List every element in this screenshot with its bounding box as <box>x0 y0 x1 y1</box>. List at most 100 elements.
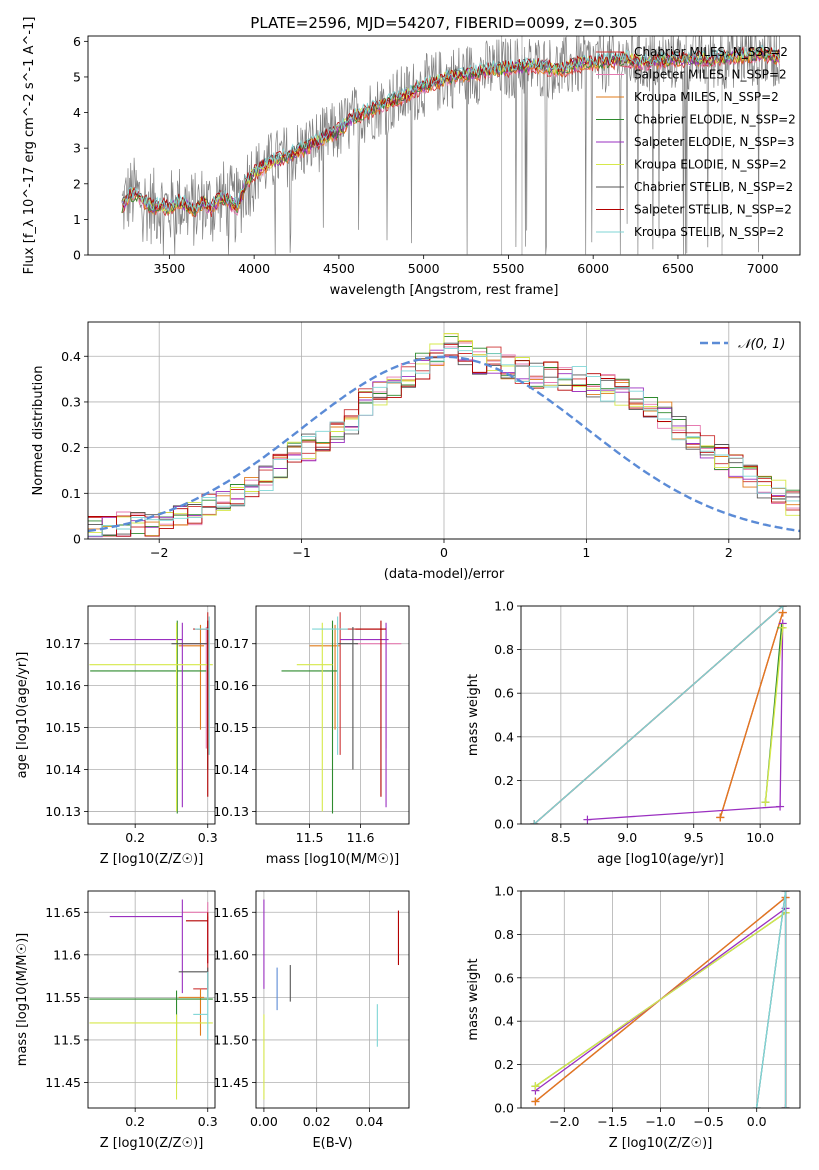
residuals-y-tick-label: 0 <box>73 532 81 547</box>
mass-vs-Z-y-tick-label: 11.5 <box>53 1032 81 1047</box>
weight-vs-age-y-tick-label: 0.4 <box>494 729 514 744</box>
mass-vs-Z-panel: 0.2 0.3 11.45 11.5 11.55 11.6 11.65 Z [log10(Z/… <box>15 890 218 1151</box>
spectrum-y-tick-label: 1 <box>73 212 81 227</box>
weight-vs-Z-plot-area <box>531 891 790 1108</box>
weight-vs-Z-axes-frame <box>520 890 801 1109</box>
residuals-x-tick-label: 2 <box>725 545 733 560</box>
residuals-x-tick-label: −1 <box>292 545 310 560</box>
weight-vs-age-plot-area <box>530 606 787 824</box>
age-vs-mass-y-tick-label: 10.14 <box>213 762 249 777</box>
weight-vs-age-marker-salpeter-elodie <box>776 802 785 811</box>
weight-vs-age-line-kroupa-miles <box>719 612 784 818</box>
weight-vs-age-x-tick-label: 9.0 <box>617 830 637 845</box>
age-vs-Z-plot-area <box>89 612 213 814</box>
age-vs-Z-y-tick-label: 10.16 <box>45 678 81 693</box>
weight-vs-age-y-tick-label: 0.2 <box>494 773 514 788</box>
age-vs-mass-x-axis-label: mass [log10(M/M☉)] <box>266 852 399 867</box>
weight-vs-age-y-axis-label: mass weight <box>466 674 481 756</box>
age-vs-mass-y-tick-label: 10.16 <box>213 678 249 693</box>
weight-vs-Z-marker-kroupa-stelib <box>752 1104 761 1108</box>
age-vs-Z-axes-frame <box>87 605 216 825</box>
weight-vs-Z-y-tick-label: 1.0 <box>494 884 514 899</box>
legend-label-kroupa-stelib: Kroupa STELIB, N_SSP=2 <box>634 225 784 239</box>
spectrum-y-tick-label: 3 <box>73 141 81 156</box>
age-vs-Z-panel: 0.2 0.3 10.13 10.14 10.15 10.16 10.17 Z [log10(… <box>15 605 218 867</box>
mass-vs-EBV-y-tick-label: 11.60 <box>213 947 249 962</box>
mass-vs-EBV-x-tick-label: 0.02 <box>303 1114 331 1129</box>
weight-vs-age-axes-frame <box>520 605 801 825</box>
weight-vs-age-line-kroupa-stelib <box>533 606 784 824</box>
mass-vs-Z-y-tick-label: 11.6 <box>53 947 81 962</box>
figure-title: PLATE=2596, MJD=54207, FIBERID=0099, z=0… <box>250 14 637 32</box>
residuals-y-tick-label: 0.4 <box>61 349 81 364</box>
spectrum-x-tick-label: 3500 <box>153 261 185 276</box>
spectrum-x-tick-label: 5500 <box>493 261 525 276</box>
weight-vs-age-y-tick-label: 0.8 <box>494 642 514 657</box>
age-vs-mass-y-tick-label: 10.15 <box>213 720 249 735</box>
weight-vs-Z-y-tick-label: 0.4 <box>494 1014 514 1029</box>
residuals-x-axis-label: (data-model)/error <box>384 567 505 582</box>
weight-vs-age-line-salpeter-elodie <box>587 623 784 821</box>
mass-vs-EBV-y-tick-label: 11.65 <box>213 905 249 920</box>
weight-vs-Z-y-axis-label: mass weight <box>466 958 481 1040</box>
spectrum-data-line <box>121 36 780 255</box>
weight-vs-age-x-tick-label: 10.0 <box>746 830 774 845</box>
mass-vs-EBV-axes-frame <box>255 890 410 1109</box>
weight-vs-Z-x-tick-label: −0.5 <box>693 1114 723 1129</box>
histogram-kroupa-stelib <box>88 348 800 539</box>
residuals-y-tick-label: 0.1 <box>61 486 81 501</box>
age-vs-mass-plot-area <box>281 612 402 814</box>
mass-vs-EBV-panel: 0.00 0.02 0.04 11.45 11.50 11.55 11.60 11.65 E(B… <box>213 890 410 1151</box>
weight-vs-age-marker-kroupa-elodie <box>778 623 787 632</box>
mass-vs-Z-y-tick-label: 11.65 <box>45 905 81 920</box>
spectrum-axes-frame <box>87 35 801 256</box>
weight-vs-age-y-tick-label: 1.0 <box>494 599 514 614</box>
weight-vs-Z-y-tick-label: 0.8 <box>494 927 514 942</box>
spectrum-x-axis-label: wavelength [Angstrom, rest frame] <box>330 283 559 298</box>
age-vs-Z-y-tick-label: 10.13 <box>45 804 81 819</box>
mass-vs-Z-x-tick-label: 0.3 <box>198 1114 218 1129</box>
residuals-x-tick-label: 0 <box>440 545 448 560</box>
residuals-axes-frame <box>87 321 801 540</box>
residuals-y-axis-label: Normed distribution <box>31 366 46 496</box>
mass-vs-EBV-x-axis-label: E(B-V) <box>312 1136 352 1151</box>
residuals-plot-area <box>88 333 800 539</box>
spectrum-y-tick-label: 6 <box>73 34 81 49</box>
spectrum-y-tick-label: 4 <box>73 105 81 120</box>
age-vs-Z-y-tick-label: 10.15 <box>45 720 81 735</box>
age-vs-Z-x-tick-label: 0.3 <box>198 830 218 845</box>
residuals-x-tick-label: 1 <box>582 545 590 560</box>
weight-vs-Z-marker-kroupa-stelib <box>781 1104 790 1108</box>
spectrum-model-kroupa-stelib <box>121 44 780 213</box>
weight-vs-Z-y-tick-label: 0.0 <box>494 1101 514 1116</box>
age-vs-Z-x-axis-label: Z [log10(Z/Z☉)] <box>100 852 204 867</box>
age-vs-Z-y-tick-label: 10.17 <box>45 636 81 651</box>
age-vs-Z-y-tick-label: 10.14 <box>45 762 81 777</box>
mass-vs-Z-y-tick-label: 11.45 <box>45 1075 81 1090</box>
weight-vs-Z-x-axis-label: Z [log10(Z/Z☉)] <box>609 1136 713 1151</box>
spectrum-panel: 3500 4000 4500 5000 5500 6000 6500 7000 0 1 2 3 4 5 6 C… <box>22 17 801 298</box>
mass-vs-EBV-x-tick-label: 0.00 <box>250 1114 278 1129</box>
mass-vs-EBV-plot-area <box>263 899 399 1100</box>
legend-label-gaussian: 𝒩(0, 1) <box>738 337 785 352</box>
weight-vs-age-line-kroupa-elodie <box>764 627 784 803</box>
weight-vs-Z-line-kroupa-stelib <box>756 891 787 1108</box>
age-vs-mass-panel: 11.5 11.6 10.13 10.14 10.15 10.16 10.17 mass [l… <box>213 605 410 867</box>
weight-vs-Z-x-tick-label: 0.0 <box>747 1114 767 1129</box>
weight-vs-age-y-tick-label: 0.0 <box>494 817 514 832</box>
legend-label-kroupa-miles: Kroupa MILES, N_SSP=2 <box>634 90 779 104</box>
age-vs-Z-x-tick-label: 0.2 <box>125 830 145 845</box>
mass-vs-EBV-y-tick-label: 11.55 <box>213 990 249 1005</box>
weight-vs-age-marker-kroupa-stelib <box>778 606 787 610</box>
weight-vs-age-marker-kroupa-stelib <box>530 820 539 824</box>
age-vs-mass-y-tick-label: 10.17 <box>213 636 249 651</box>
weight-vs-Z-y-tick-label: 0.6 <box>494 970 514 985</box>
spectrum-y-tick-label: 2 <box>73 176 81 191</box>
spectrum-plot-area <box>121 36 781 255</box>
age-vs-mass-x-tick-label: 11.6 <box>347 830 375 845</box>
spectrum-y-axis-label: Flux [f_λ 10^-17 erg cm^-2 s^-1 A^-1] <box>22 17 37 275</box>
residuals-y-tick-label: 0.2 <box>61 440 81 455</box>
legend-label-salpeter-stelib: Salpeter STELIB, N_SSP=2 <box>634 203 792 217</box>
weight-vs-Z-marker-kroupa-stelib <box>781 891 790 895</box>
spectrum-x-tick-label: 6500 <box>662 261 694 276</box>
